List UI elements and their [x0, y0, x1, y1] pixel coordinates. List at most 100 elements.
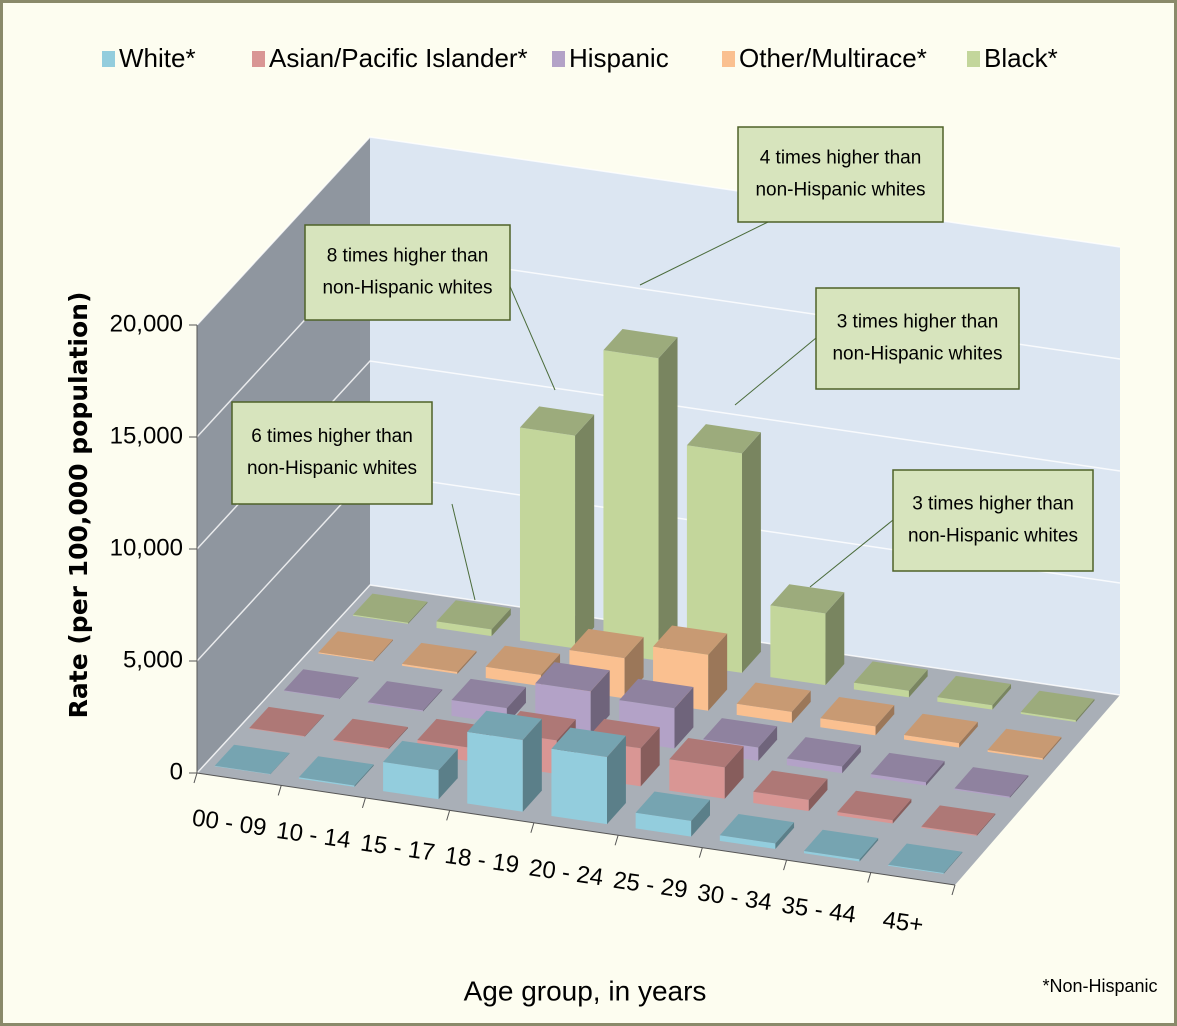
bar-top: [987, 728, 1062, 759]
leader-line: [451, 503, 476, 601]
bar-side: [875, 705, 895, 736]
bar-side: [1009, 775, 1029, 798]
bar-side: [775, 822, 795, 850]
bar-front: [736, 703, 792, 724]
bar-front: [603, 350, 659, 661]
bar-front: [367, 702, 424, 712]
bar-top: [298, 756, 374, 786]
bar-top: [383, 740, 458, 771]
bar-side: [825, 592, 845, 686]
bar: [903, 713, 978, 748]
bar-side: [457, 650, 477, 674]
bar: [954, 767, 1029, 798]
bar-side: [959, 721, 978, 748]
bar-front: [214, 765, 271, 775]
legend-label: Other/Multirace*: [739, 43, 927, 73]
x-tick: [951, 884, 956, 896]
leader-line: [809, 519, 894, 588]
x-axis-label: Age group, in years: [464, 975, 707, 1006]
legend-swatch: [552, 51, 565, 67]
leader-line: [504, 274, 556, 391]
bar-front: [903, 735, 960, 748]
bar-side: [408, 601, 428, 624]
bar-top: [1020, 690, 1095, 721]
bar-side: [438, 749, 458, 800]
bar: [786, 737, 861, 774]
bar-top: [653, 625, 728, 655]
bar-top: [436, 600, 511, 630]
bar: [888, 843, 963, 874]
bar: [853, 661, 928, 698]
bar-side: [640, 727, 660, 787]
x-tick: [193, 772, 198, 784]
bar-side: [607, 735, 626, 825]
annotation-text: 6 times higher than: [251, 426, 413, 447]
bar-side: [388, 726, 408, 750]
bar: [333, 718, 408, 750]
bar-top: [937, 675, 1012, 706]
bar-side: [691, 799, 710, 837]
bar: [519, 406, 595, 649]
bar: [402, 642, 477, 674]
bar-side: [354, 764, 374, 787]
x-tick: [446, 810, 451, 821]
bar-front: [283, 690, 340, 700]
y-tick-label: 15,000: [110, 422, 183, 449]
bar: [870, 752, 945, 786]
x-tick: [867, 872, 872, 883]
bar-front: [467, 731, 523, 812]
bar: [367, 681, 443, 712]
bar-side: [808, 778, 828, 812]
bar-top: [283, 669, 359, 699]
bar-front: [669, 759, 725, 799]
annotation-box: [737, 126, 944, 223]
annotation-text: non-Hispanic whites: [832, 344, 1002, 365]
bar: [987, 728, 1062, 760]
bar-top: [367, 681, 443, 711]
bar-top: [786, 737, 861, 767]
bar-top: [333, 718, 408, 749]
bar-side: [708, 633, 728, 711]
bar: [820, 697, 895, 736]
bar-side: [624, 636, 644, 699]
y-tick-label: 20,000: [110, 310, 183, 337]
bar-top: [603, 329, 678, 359]
bar-top: [837, 790, 912, 821]
bar: [736, 682, 811, 724]
bar-top: [903, 713, 978, 744]
legend-swatch: [252, 51, 265, 67]
bar-front: [686, 445, 743, 673]
bar-side: [992, 683, 1012, 710]
legend-label: Asian/Pacific Islander*: [269, 43, 528, 73]
annotation-text: non-Hispanic whites: [322, 278, 492, 299]
bar: [353, 593, 428, 624]
bar-side: [658, 337, 678, 661]
bar-side: [724, 746, 744, 799]
bar-front: [786, 758, 843, 774]
bar-top: [888, 843, 963, 874]
bar-top: [686, 424, 761, 454]
bar-front: [318, 652, 374, 662]
bar-front: [1020, 712, 1076, 722]
bar: [383, 740, 458, 800]
bar-side: [339, 677, 359, 700]
grid-line: [196, 584, 1121, 774]
bar: [686, 424, 761, 673]
bar-front: [870, 774, 926, 786]
bar-top: [803, 829, 879, 860]
bar-front: [888, 864, 944, 874]
bar: [318, 631, 393, 662]
legend-label: White*: [119, 43, 196, 73]
bar-front: [635, 812, 692, 837]
bar-side: [423, 689, 443, 712]
bar-side: [491, 608, 511, 637]
bar-front: [353, 614, 409, 624]
bar-front: [383, 761, 439, 800]
legend-label: Hispanic: [569, 43, 669, 73]
bar-side: [758, 726, 778, 761]
bar-top: [619, 678, 694, 709]
bar: [436, 600, 511, 637]
annotation-text: 8 times higher than: [327, 246, 489, 267]
bar-front: [436, 621, 492, 637]
bar-top: [467, 710, 542, 741]
